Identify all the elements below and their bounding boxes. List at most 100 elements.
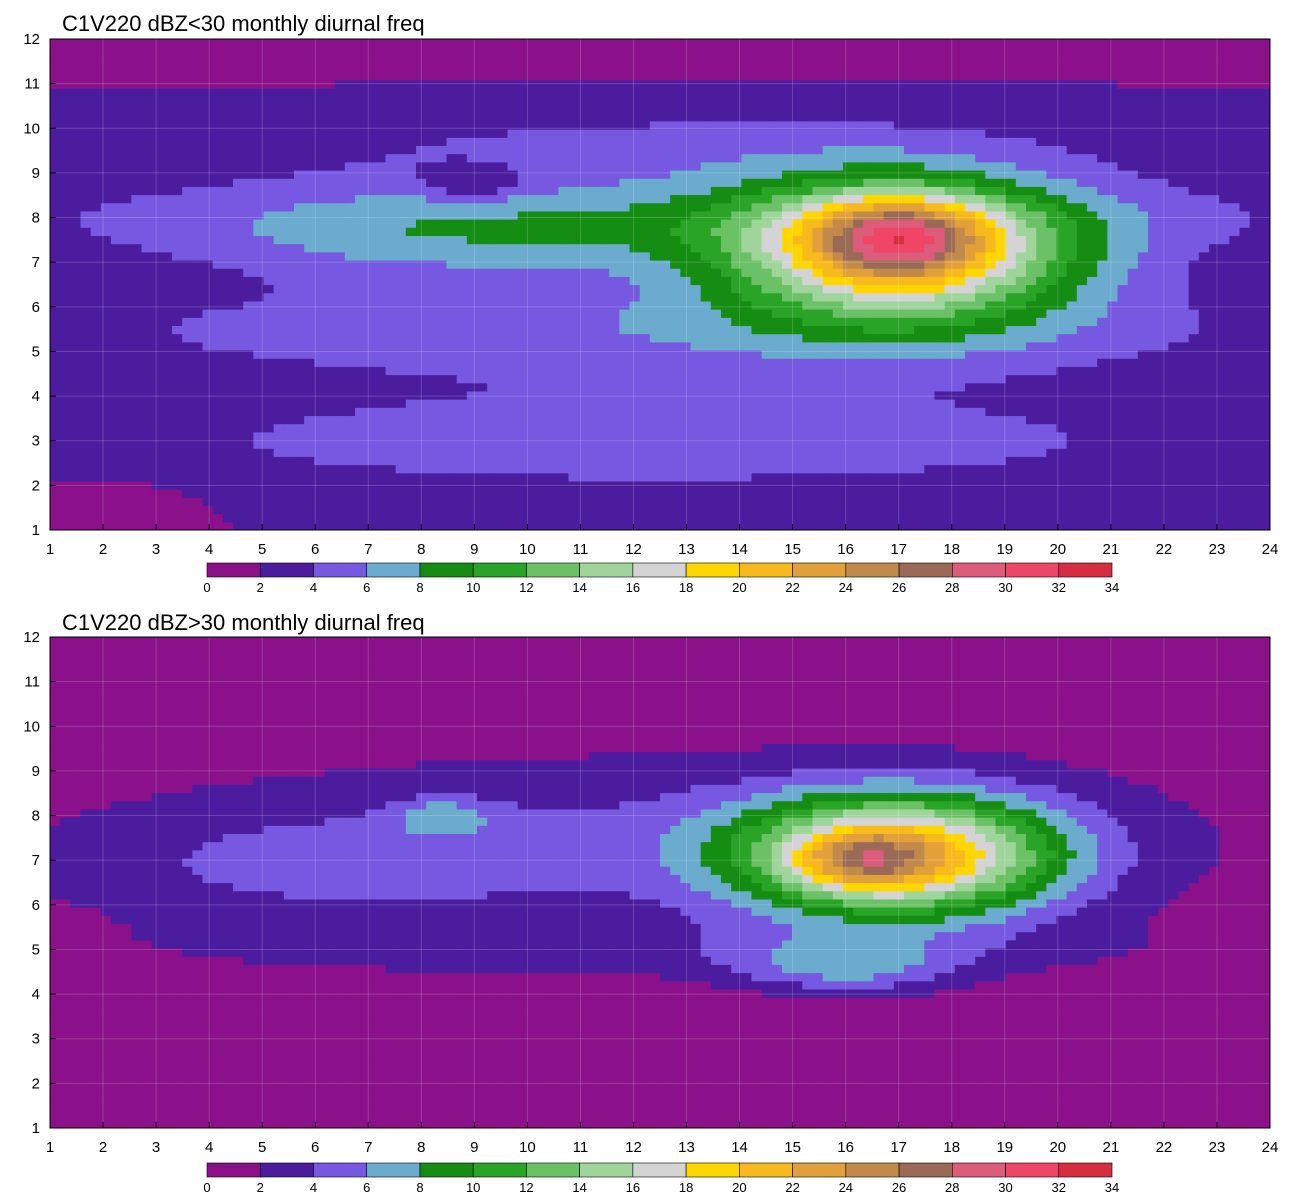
contour-cell bbox=[883, 292, 895, 302]
contour-cell bbox=[944, 374, 956, 384]
contour-cell bbox=[1107, 497, 1119, 507]
contour-cell bbox=[1015, 505, 1027, 515]
contour-cell bbox=[924, 431, 936, 441]
contour-cell bbox=[1046, 202, 1058, 212]
contour-cell bbox=[182, 497, 193, 507]
contour-cell bbox=[985, 472, 997, 482]
contour-cell bbox=[568, 399, 580, 408]
contour-cell bbox=[954, 366, 966, 376]
contour-cell bbox=[873, 513, 885, 523]
contour-cell bbox=[497, 423, 509, 433]
contour-cell bbox=[426, 464, 437, 474]
contour-cell bbox=[385, 333, 397, 343]
contour-cell bbox=[527, 439, 539, 449]
contour-cell bbox=[355, 472, 366, 482]
contour-cell bbox=[1076, 480, 1088, 490]
contour-cell bbox=[1046, 333, 1058, 343]
contour-cell bbox=[853, 497, 864, 507]
contour-cell bbox=[954, 374, 966, 384]
contour-cell bbox=[466, 210, 478, 220]
contour-cell bbox=[294, 194, 305, 204]
contour-cell bbox=[1239, 276, 1251, 286]
contour-cell bbox=[1107, 382, 1119, 392]
contour-cell bbox=[710, 472, 722, 482]
contour-cell bbox=[1127, 505, 1139, 515]
contour-cell bbox=[477, 423, 488, 433]
contour-cell bbox=[578, 431, 590, 441]
contour-cell bbox=[1148, 431, 1159, 441]
contour-cell bbox=[1036, 300, 1047, 310]
contour-cell bbox=[538, 366, 549, 376]
contour-cell bbox=[192, 382, 204, 392]
contour-cell bbox=[771, 243, 783, 253]
contour-cell bbox=[121, 202, 132, 212]
contour-cell bbox=[965, 489, 976, 498]
contour-cell bbox=[172, 374, 183, 384]
contour-cell bbox=[466, 399, 478, 408]
contour-cell bbox=[548, 235, 559, 245]
contour-cell bbox=[466, 325, 478, 335]
contour-cell bbox=[294, 431, 305, 441]
contour-cell bbox=[1026, 489, 1037, 498]
contour-cell bbox=[578, 407, 590, 417]
contour-cell bbox=[639, 521, 651, 530]
contour-cell bbox=[1137, 464, 1149, 474]
contour-cell bbox=[700, 472, 712, 482]
contour-cell bbox=[527, 415, 539, 425]
contour-cell bbox=[497, 497, 509, 507]
contour-cell bbox=[965, 456, 976, 466]
contour-cell bbox=[782, 292, 793, 302]
contour-cell bbox=[405, 259, 417, 269]
contour-cell bbox=[273, 358, 285, 367]
contour-cell bbox=[324, 382, 336, 392]
contour-cell bbox=[1178, 333, 1190, 343]
contour-cell bbox=[1249, 300, 1261, 310]
contour-cell bbox=[1198, 382, 1210, 392]
contour-cell bbox=[1005, 219, 1017, 228]
contour-cell bbox=[700, 521, 712, 530]
contour-cell bbox=[1219, 497, 1230, 507]
contour-cell bbox=[121, 399, 132, 408]
contour-cell bbox=[355, 407, 366, 417]
contour-cell bbox=[741, 194, 753, 204]
contour-cell bbox=[609, 349, 620, 359]
contour-cell bbox=[1076, 210, 1088, 220]
contour-cell bbox=[1046, 505, 1058, 515]
contour-cell bbox=[893, 431, 905, 441]
contour-cell bbox=[192, 472, 204, 482]
contour-cell bbox=[395, 399, 407, 408]
contour-cell bbox=[1036, 415, 1047, 425]
contour-cell bbox=[517, 390, 529, 400]
contour-cell bbox=[944, 480, 956, 490]
contour-cell bbox=[497, 472, 509, 482]
contour-cell bbox=[1229, 227, 1241, 236]
contour-cell bbox=[710, 415, 722, 425]
contour-cell bbox=[690, 448, 702, 457]
contour-cell bbox=[416, 259, 427, 269]
contour-cell bbox=[985, 219, 997, 228]
contour-cell bbox=[507, 415, 519, 425]
contour-cell bbox=[965, 325, 976, 335]
contour-cell bbox=[710, 521, 722, 530]
contour-cell bbox=[192, 464, 204, 474]
contour-cell bbox=[1056, 358, 1068, 367]
contour-cell bbox=[527, 374, 539, 384]
contour-cell bbox=[497, 399, 509, 408]
contour-cell bbox=[1066, 366, 1078, 376]
contour-cell bbox=[202, 309, 214, 318]
contour-cell bbox=[690, 268, 702, 277]
contour-cell bbox=[395, 521, 407, 530]
contour-cell bbox=[883, 284, 895, 294]
contour-cell bbox=[832, 390, 844, 400]
contour-cell bbox=[90, 358, 102, 367]
contour-cell bbox=[1117, 390, 1129, 400]
contour-cell bbox=[843, 235, 854, 245]
contour-cell bbox=[771, 300, 783, 310]
contour-cell bbox=[975, 194, 986, 204]
contour-cell bbox=[1117, 202, 1129, 212]
contour-cell bbox=[568, 358, 580, 367]
contour-cell bbox=[751, 423, 763, 433]
contour-cell bbox=[233, 521, 244, 530]
contour-cell bbox=[182, 317, 193, 327]
